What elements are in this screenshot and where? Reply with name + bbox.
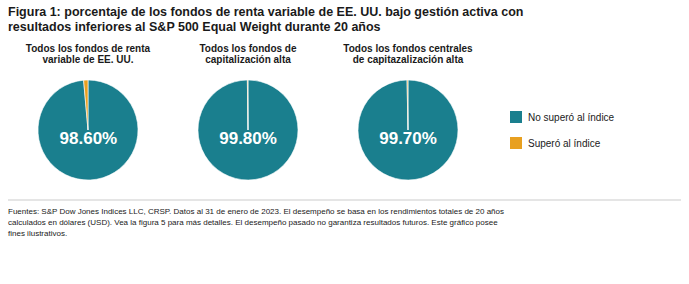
text-line: capitalización alta	[205, 54, 291, 65]
data-labels: 98.60%	[60, 129, 118, 148]
slices	[38, 80, 138, 180]
data-label: 99.70%	[379, 129, 437, 148]
pie-slice	[84, 80, 88, 130]
separator	[8, 200, 681, 201]
pie-slice	[38, 80, 138, 180]
footnote: Fuentes: S&P Dow Jones Indices LLC, CRSP…	[8, 207, 504, 238]
slices	[358, 80, 458, 180]
text-line: Todos los fondos centrales	[343, 43, 473, 54]
text-line: Todos los fondos de renta	[26, 43, 151, 54]
text-line: fines ilustrativos.	[8, 229, 67, 238]
text-line: calculados en dólares (USD). Vea la figu…	[8, 218, 498, 227]
page: {"title": "Figura 1: porcentaje de los f…	[0, 0, 689, 284]
pie-chart: Todos los fondos centralesde capitazaliz…	[343, 43, 473, 180]
legend: No superó al índice Superó al índice	[510, 111, 615, 149]
pie-slice	[198, 80, 298, 180]
pie-chart: Todos los fondos de rentavariable de EE.…	[26, 43, 151, 180]
background	[0, 0, 689, 284]
data-labels: 99.80%	[219, 129, 277, 148]
text-line: Todos los fondos de	[199, 43, 296, 54]
legend-swatch	[510, 137, 522, 149]
pie-slice	[407, 80, 409, 130]
text-line: variable de EE. UU.	[42, 54, 133, 65]
text-line: Figura 1: porcentaje de los fondos de re…	[8, 5, 523, 19]
figure: Figura 1: porcentaje de los fondos de re…	[0, 0, 689, 284]
text-line: resultados inferiores al S&P 500 Equal W…	[8, 20, 381, 34]
legend-label: Superó al índice	[528, 138, 601, 149]
pie-slice	[247, 80, 249, 130]
data-labels: 99.70%	[379, 129, 437, 148]
data-label: 98.60%	[60, 129, 118, 148]
title: Figura 1: porcentaje de los fondos de re…	[8, 5, 523, 34]
pie-title: Todos los fondos centralesde capitazaliz…	[343, 43, 473, 65]
slices	[198, 80, 298, 180]
legend-swatch	[510, 111, 522, 123]
pie-chart: Todos los fondos decapitalización alta 99…	[198, 43, 298, 180]
text-line: de capitazalización alta	[353, 54, 464, 65]
pie-slice	[358, 80, 458, 180]
legend-label: No superó al índice	[528, 112, 615, 123]
data-label: 99.80%	[219, 129, 277, 148]
text-line: Fuentes: S&P Dow Jones Indices LLC, CRSP…	[8, 207, 504, 216]
pie-title: Todos los fondos de rentavariable de EE.…	[26, 43, 151, 65]
pie-title: Todos los fondos decapitalización alta	[199, 43, 296, 65]
